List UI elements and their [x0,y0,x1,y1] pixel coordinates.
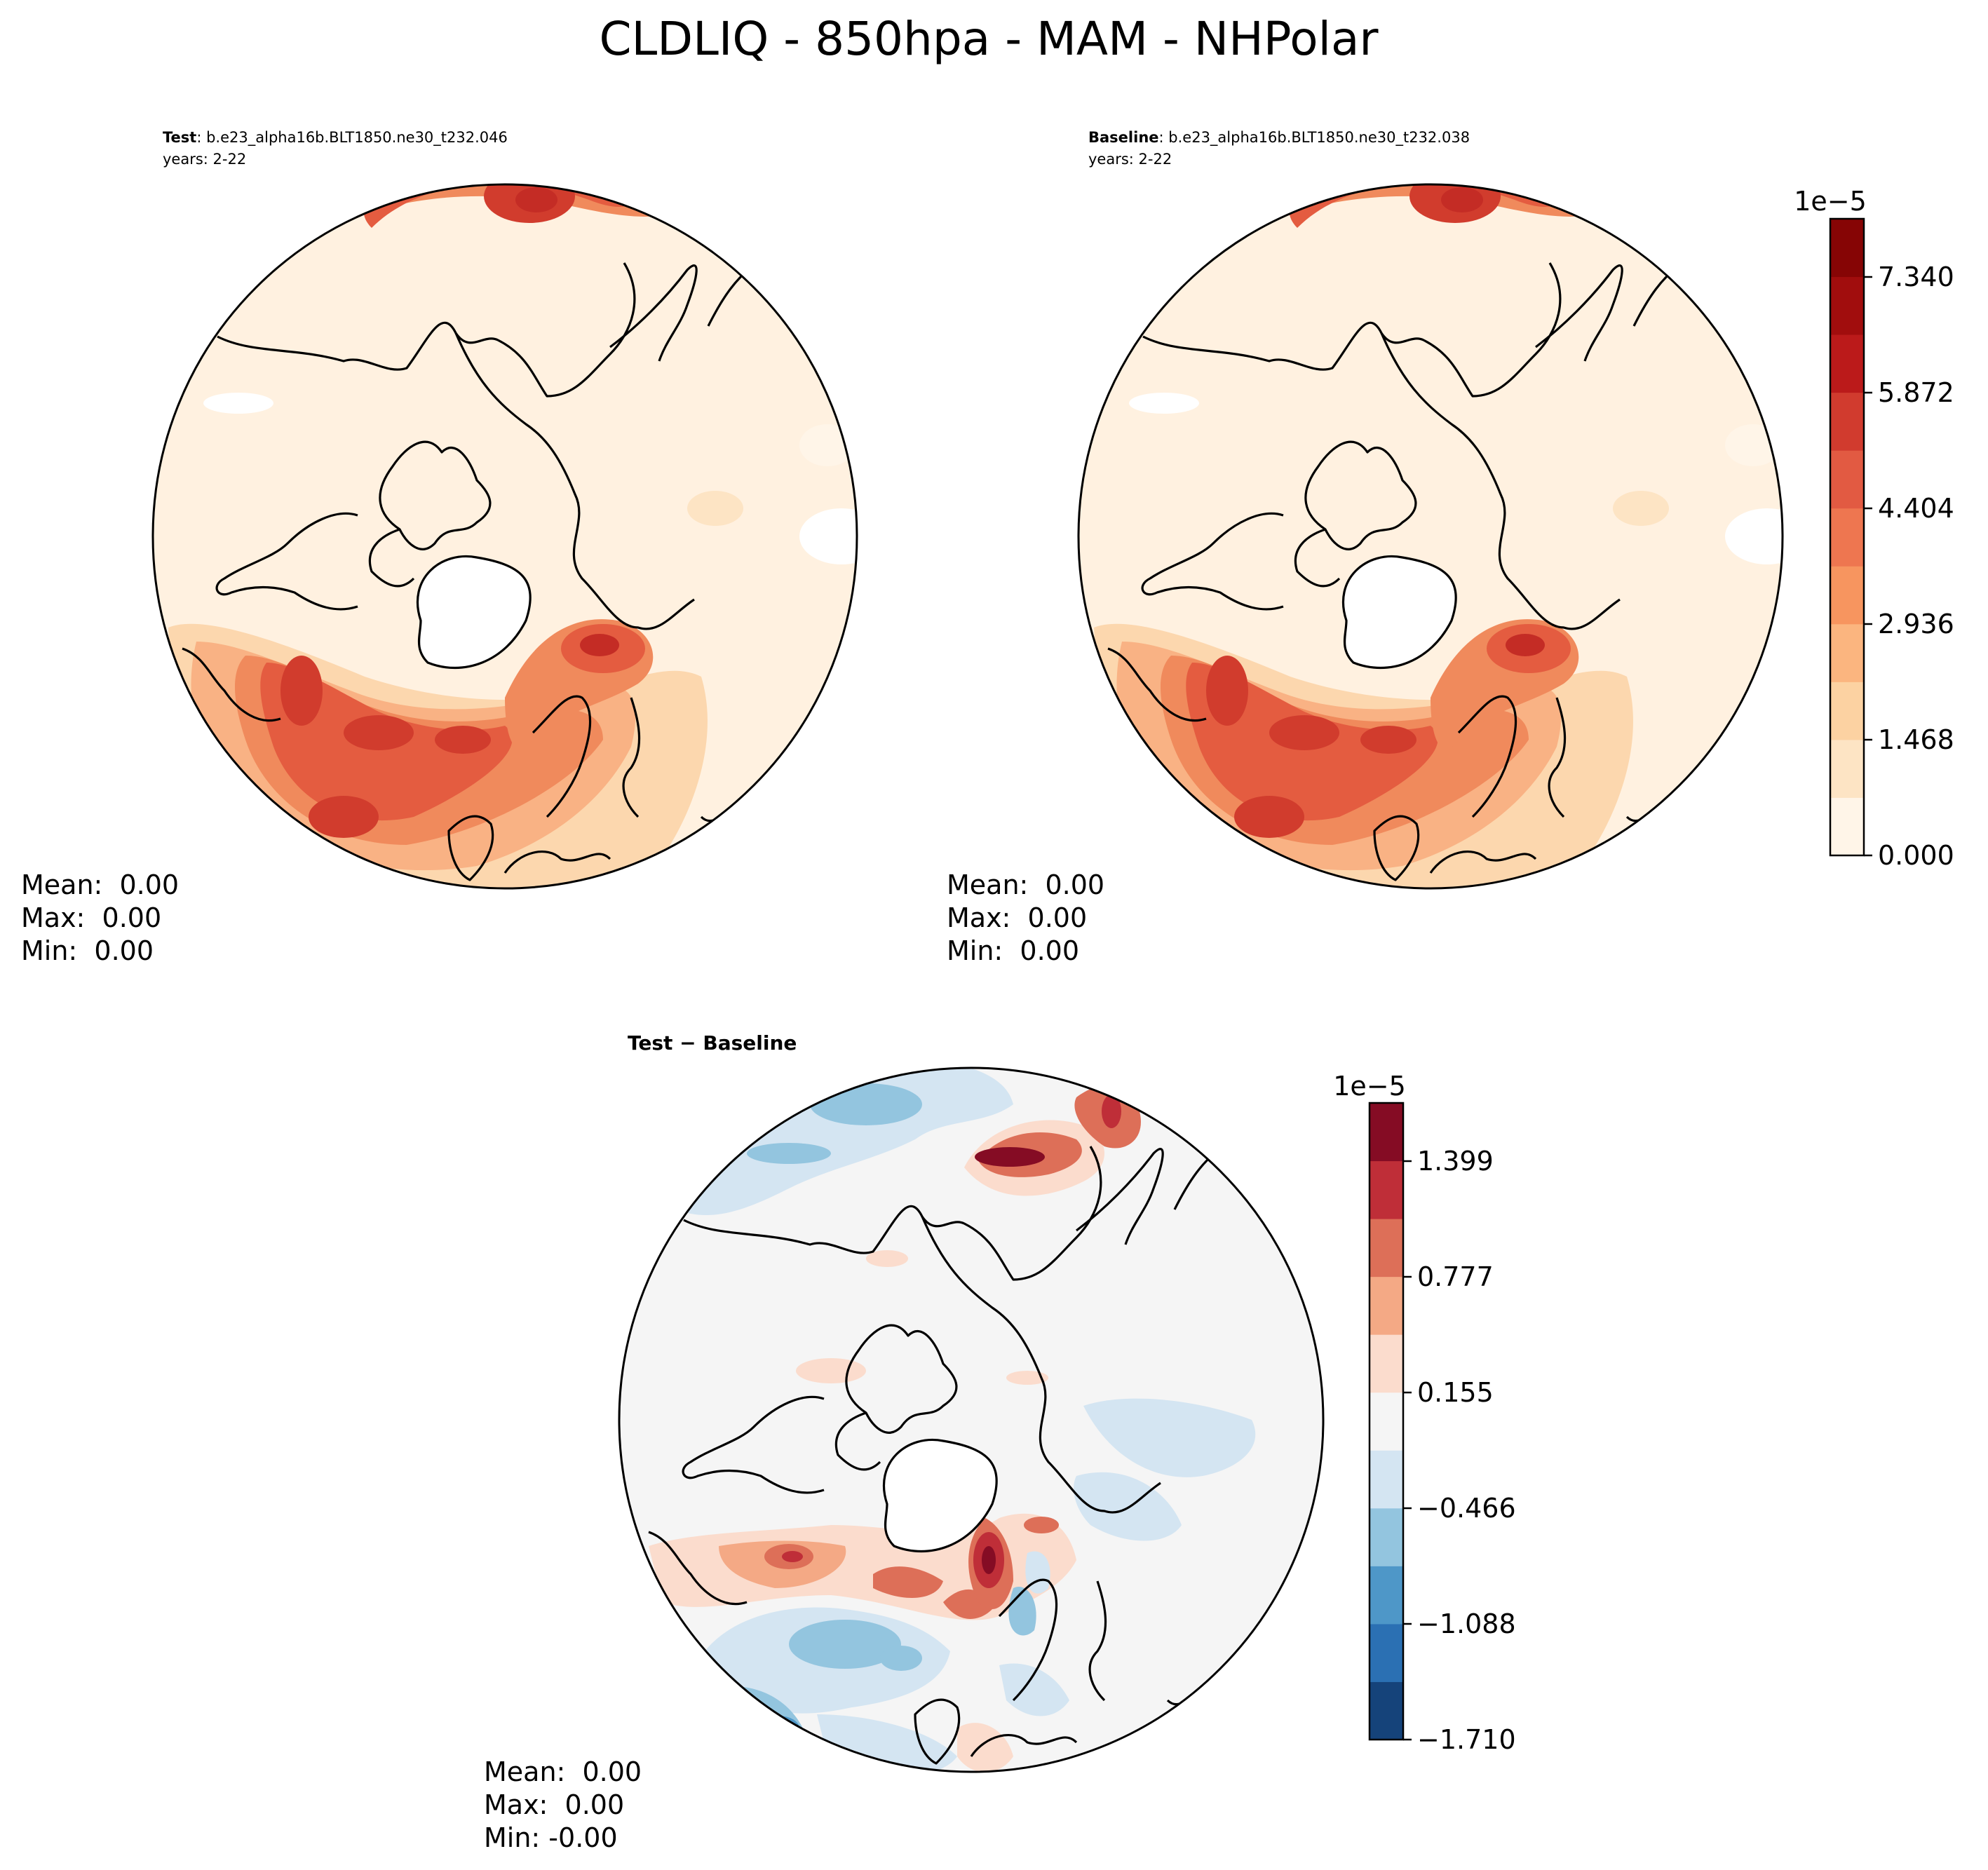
colorbar-diff-tick-label-3: 0.155 [1417,1377,1494,1408]
panel-diff-label: Test − Baseline [628,1031,797,1055]
colorbar-main-level-4 [1830,566,1864,625]
panel-test-case-name: b.e23_alpha16b.BLT1850.ne30_t232.046 [206,129,508,147]
colorbar-main-level-3 [1830,623,1864,682]
colorbar-main-level-2 [1830,682,1864,740]
colorbar-diff-level-7 [1370,1276,1403,1335]
colorbar-main-level-7 [1830,392,1864,451]
colorbar-diff-tick-label-1: −1.088 [1417,1608,1516,1639]
colorbar-diff-tick-label-5: 1.399 [1417,1146,1494,1177]
colorbar-diff-level-5 [1370,1392,1403,1451]
colorbar-main-tick-label-3: 4.404 [1878,493,1954,524]
colorbar-diff-level-8 [1370,1219,1403,1278]
colorbar-diff: 1e−5 −1.710 −1.088 −0.466 0.155 0.777 1.399 [1333,1071,1515,1755]
colorbar-main-tick-label-1: 1.468 [1878,724,1954,755]
colorbar-diff-level-9 [1370,1160,1403,1219]
colorbar-main-tick-label-5: 7.340 [1878,262,1954,292]
panel-baseline-max: Max: 0.00 [947,902,1087,933]
colorbar-diff-tick-label-4: 0.777 [1417,1261,1494,1292]
colorbar-main-level-6 [1830,450,1864,509]
colorbar-diff-level-1 [1370,1623,1403,1682]
colorbar-main-tick-label-2: 2.936 [1878,609,1954,639]
map-test [153,184,857,888]
panel-baseline-label: Baseline: b.e23_alpha16b.BLT1850.ne30_t2… [1088,129,1470,147]
colorbar-main-frame [1829,217,1865,857]
colorbar-main-level-5 [1830,508,1864,567]
colorbar-main-tick-label-0: 0.000 [1878,840,1954,871]
colorbar-diff-frame [1368,1102,1405,1741]
colorbar-main: 1e−5 0.000 1.468 2.936 4.404 5.872 7.340 [1794,186,1954,871]
panel-test-mean: Mean: 0.00 [21,869,179,900]
colorbar-diff-tick-label-2: −0.466 [1417,1493,1516,1524]
panel-baseline-case-name: b.e23_alpha16b.BLT1850.ne30_t232.038 [1168,129,1470,147]
colorbar-main-level-9 [1830,276,1864,335]
colorbar-diff-level-10 [1370,1103,1403,1162]
panel-test-label-bold: Test [163,129,196,146]
colorbar-main-tick-label-4: 5.872 [1878,377,1954,408]
colorbar-main-level-0 [1830,797,1864,856]
panel-baseline-mean: Mean: 0.00 [947,869,1104,900]
colorbar-diff-level-0 [1370,1681,1403,1740]
colorbar-diff-level-3 [1370,1507,1403,1566]
panel-test: Test: b.e23_alpha16b.BLT1850.ne30_t232.0… [21,129,858,966]
panel-test-years: years: 2-22 [163,151,246,168]
colorbar-diff-level-2 [1370,1566,1403,1625]
panel-baseline-years: years: 2-22 [1088,151,1172,168]
panel-diff-mean: Mean: 0.00 [484,1756,642,1787]
map-baseline-boundary [1077,183,1784,890]
panel-test-label: Test: b.e23_alpha16b.BLT1850.ne30_t232.0… [163,129,508,147]
map-baseline [1078,184,1783,888]
panel-baseline: Baseline: b.e23_alpha16b.BLT1850.ne30_t2… [947,129,1784,966]
figure-title: CLDLIQ - 850hpa - MAM - NHPolar [599,12,1379,66]
panel-test-label-sep: : [196,129,206,146]
panel-diff-max: Max: 0.00 [484,1789,624,1820]
colorbar-main-level-8 [1830,334,1864,393]
panel-baseline-min: Min: 0.00 [947,935,1079,966]
panel-test-max: Max: 0.00 [21,902,161,933]
colorbar-diff-tick-label-0: −1.710 [1417,1724,1516,1755]
colorbar-diff-offset: 1e−5 [1333,1071,1406,1102]
panel-baseline-label-bold: Baseline [1088,129,1159,146]
panel-diff: Test − Baseline Mean: 0.00 Max: 0.00 Min… [484,1031,1325,1853]
panel-test-min: Min: 0.00 [21,935,154,966]
map-diff-boundary [618,1066,1325,1773]
colorbar-main-level-10 [1830,219,1864,278]
panel-diff-min: Min: -0.00 [484,1822,618,1853]
colorbar-main-offset: 1e−5 [1794,186,1867,217]
colorbar-main-level-1 [1830,739,1864,798]
panel-baseline-label-sep: : [1159,129,1169,146]
map-test-boundary [151,183,858,890]
map-diff [619,1068,1323,1772]
colorbar-diff-level-6 [1370,1334,1403,1393]
colorbar-diff-level-4 [1370,1450,1403,1509]
